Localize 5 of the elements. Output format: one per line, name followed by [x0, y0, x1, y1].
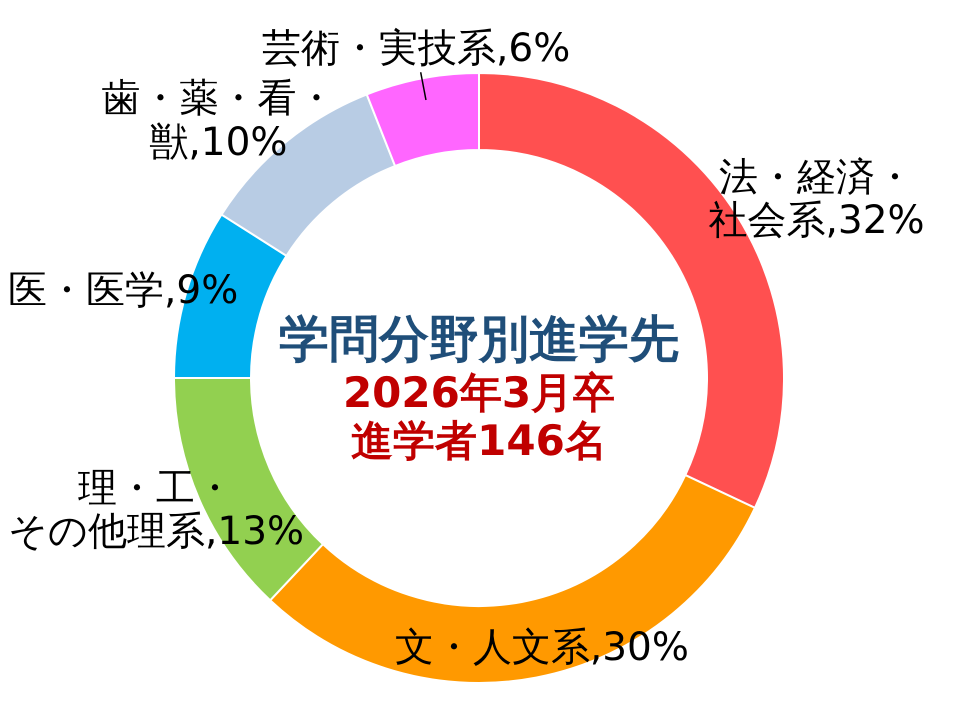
text: 進学者146名 — [351, 416, 607, 465]
text: 学問分野別進学先 — [279, 310, 679, 368]
slice-label: 芸術・実技系,6% — [260, 26, 572, 71]
text: 2026年3月卒 — [342, 368, 616, 417]
slice-label: 歯・薬・看・獣,10% — [100, 76, 336, 166]
